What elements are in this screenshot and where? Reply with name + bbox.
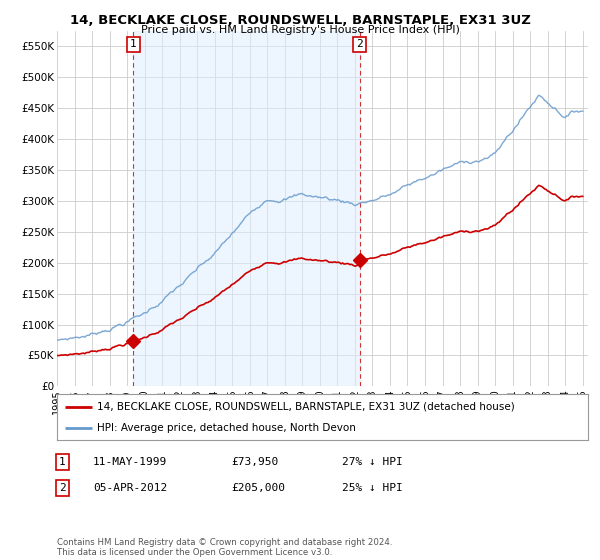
Text: HPI: Average price, detached house, North Devon: HPI: Average price, detached house, Nort…	[97, 423, 356, 433]
Text: £73,950: £73,950	[231, 457, 278, 467]
Text: Price paid vs. HM Land Registry's House Price Index (HPI): Price paid vs. HM Land Registry's House …	[140, 25, 460, 35]
Text: 27% ↓ HPI: 27% ↓ HPI	[342, 457, 403, 467]
Text: 2: 2	[356, 39, 363, 49]
Bar	[133, 31, 359, 386]
Text: 14, BECKLAKE CLOSE, ROUNDSWELL, BARNSTAPLE, EX31 3UZ: 14, BECKLAKE CLOSE, ROUNDSWELL, BARNSTAP…	[70, 14, 530, 27]
Text: 25% ↓ HPI: 25% ↓ HPI	[342, 483, 403, 493]
Text: 2: 2	[59, 483, 65, 493]
Text: £205,000: £205,000	[231, 483, 285, 493]
Text: 05-APR-2012: 05-APR-2012	[93, 483, 167, 493]
Text: Contains HM Land Registry data © Crown copyright and database right 2024.
This d: Contains HM Land Registry data © Crown c…	[57, 538, 392, 557]
Text: 1: 1	[59, 457, 65, 467]
Text: 14, BECKLAKE CLOSE, ROUNDSWELL, BARNSTAPLE, EX31 3UZ (detached house): 14, BECKLAKE CLOSE, ROUNDSWELL, BARNSTAP…	[97, 402, 515, 412]
Text: 1: 1	[130, 39, 137, 49]
Text: 11-MAY-1999: 11-MAY-1999	[93, 457, 167, 467]
